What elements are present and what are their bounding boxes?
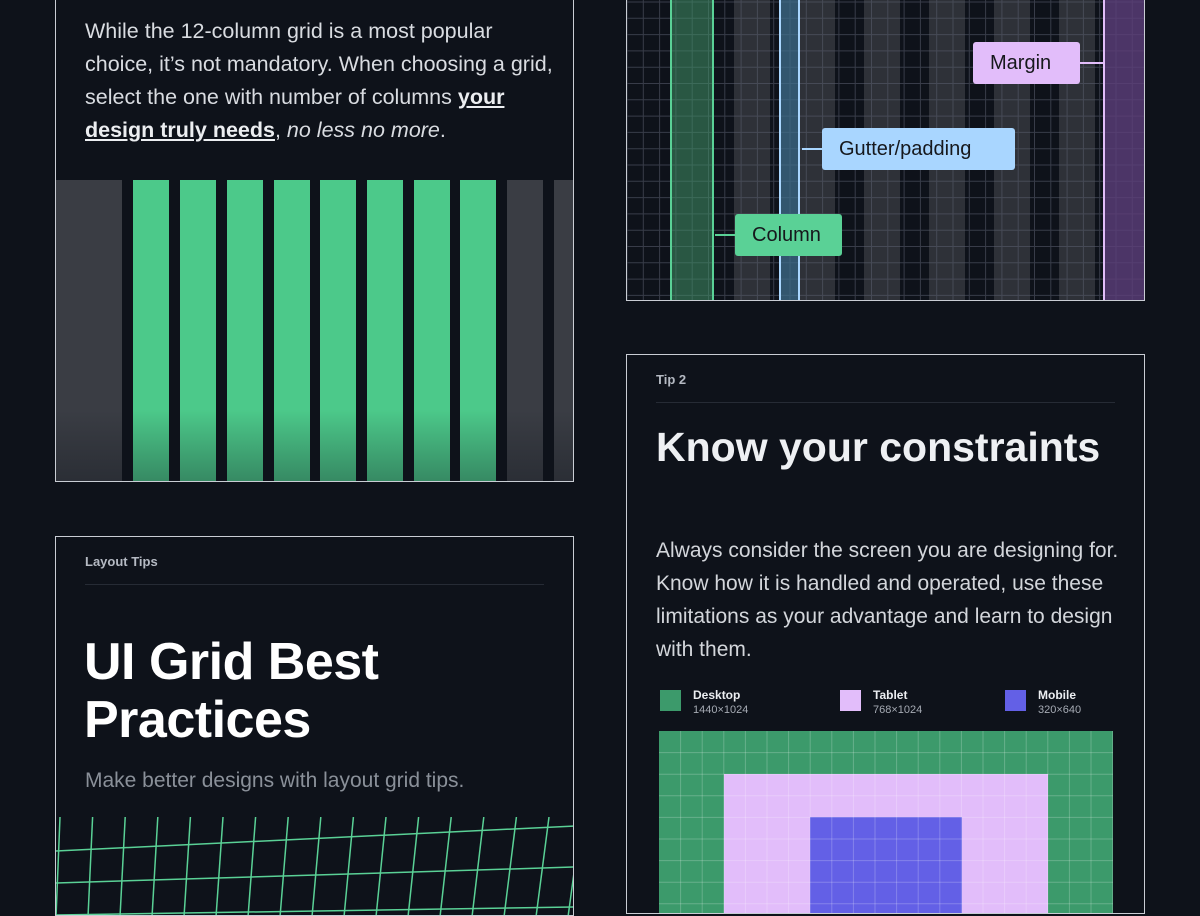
columns-tip-italic: no less no more xyxy=(286,118,440,142)
legend-tablet-name: Tablet xyxy=(873,688,908,702)
constraints-body: Always consider the screen you are desig… xyxy=(656,539,1119,661)
mobile-screen xyxy=(810,817,962,913)
columns-tip-text-part: While the 12-column grid is a most popul… xyxy=(85,19,553,109)
constraints-title: Know your constraints xyxy=(656,424,1101,470)
columns-tip-card: While the 12-column grid is a most popul… xyxy=(55,0,574,482)
highlighted-margin xyxy=(1103,0,1144,300)
column-callout: Column xyxy=(735,214,842,256)
title-card-divider xyxy=(85,584,544,585)
tablet-swatch-icon xyxy=(840,690,861,711)
legend-desktop-size: 1440×1024 xyxy=(693,704,749,716)
grid-anatomy-card: Margin Gutter/padding Column xyxy=(626,0,1145,301)
twelve-column-grid-illustration xyxy=(56,180,573,481)
columns-tip-period: . xyxy=(439,118,446,142)
constraints-card-eyebrow: Tip 2 xyxy=(656,372,687,387)
constraints-card-divider xyxy=(656,402,1115,403)
legend-mobile-name: Mobile xyxy=(1038,688,1076,702)
legend-tablet-size: 768×1024 xyxy=(873,704,923,716)
mobile-swatch-icon xyxy=(1005,690,1026,711)
columns-tip-emphasis[interactable]: your design truly needs xyxy=(85,85,505,142)
screen-sizes-illustration xyxy=(659,731,1113,913)
title-card: Layout Tips UI Grid Best Practices Make … xyxy=(55,536,574,916)
highlighted-column xyxy=(670,0,714,300)
columns-tip-text: While the 12-column grid is a most popul… xyxy=(85,15,555,147)
legend-desktop-name: Desktop xyxy=(693,688,741,702)
page-title: UI Grid Best Practices xyxy=(84,633,379,749)
columns-tip-comma: , xyxy=(274,118,287,142)
legend-mobile-size: 320×640 xyxy=(1038,704,1082,716)
desktop-swatch-icon xyxy=(660,690,681,711)
gutter-callout: Gutter/padding xyxy=(822,128,1015,170)
page-subtitle: Make better designs with layout grid tip… xyxy=(85,769,465,792)
constraints-tip-card: Tip 2 Know your constraints Always consi… xyxy=(626,354,1145,914)
perspective-grid-illustration xyxy=(56,817,573,915)
margin-callout: Margin xyxy=(973,42,1080,84)
grid-column-inactive xyxy=(554,180,573,481)
title-card-eyebrow: Layout Tips xyxy=(85,554,158,569)
